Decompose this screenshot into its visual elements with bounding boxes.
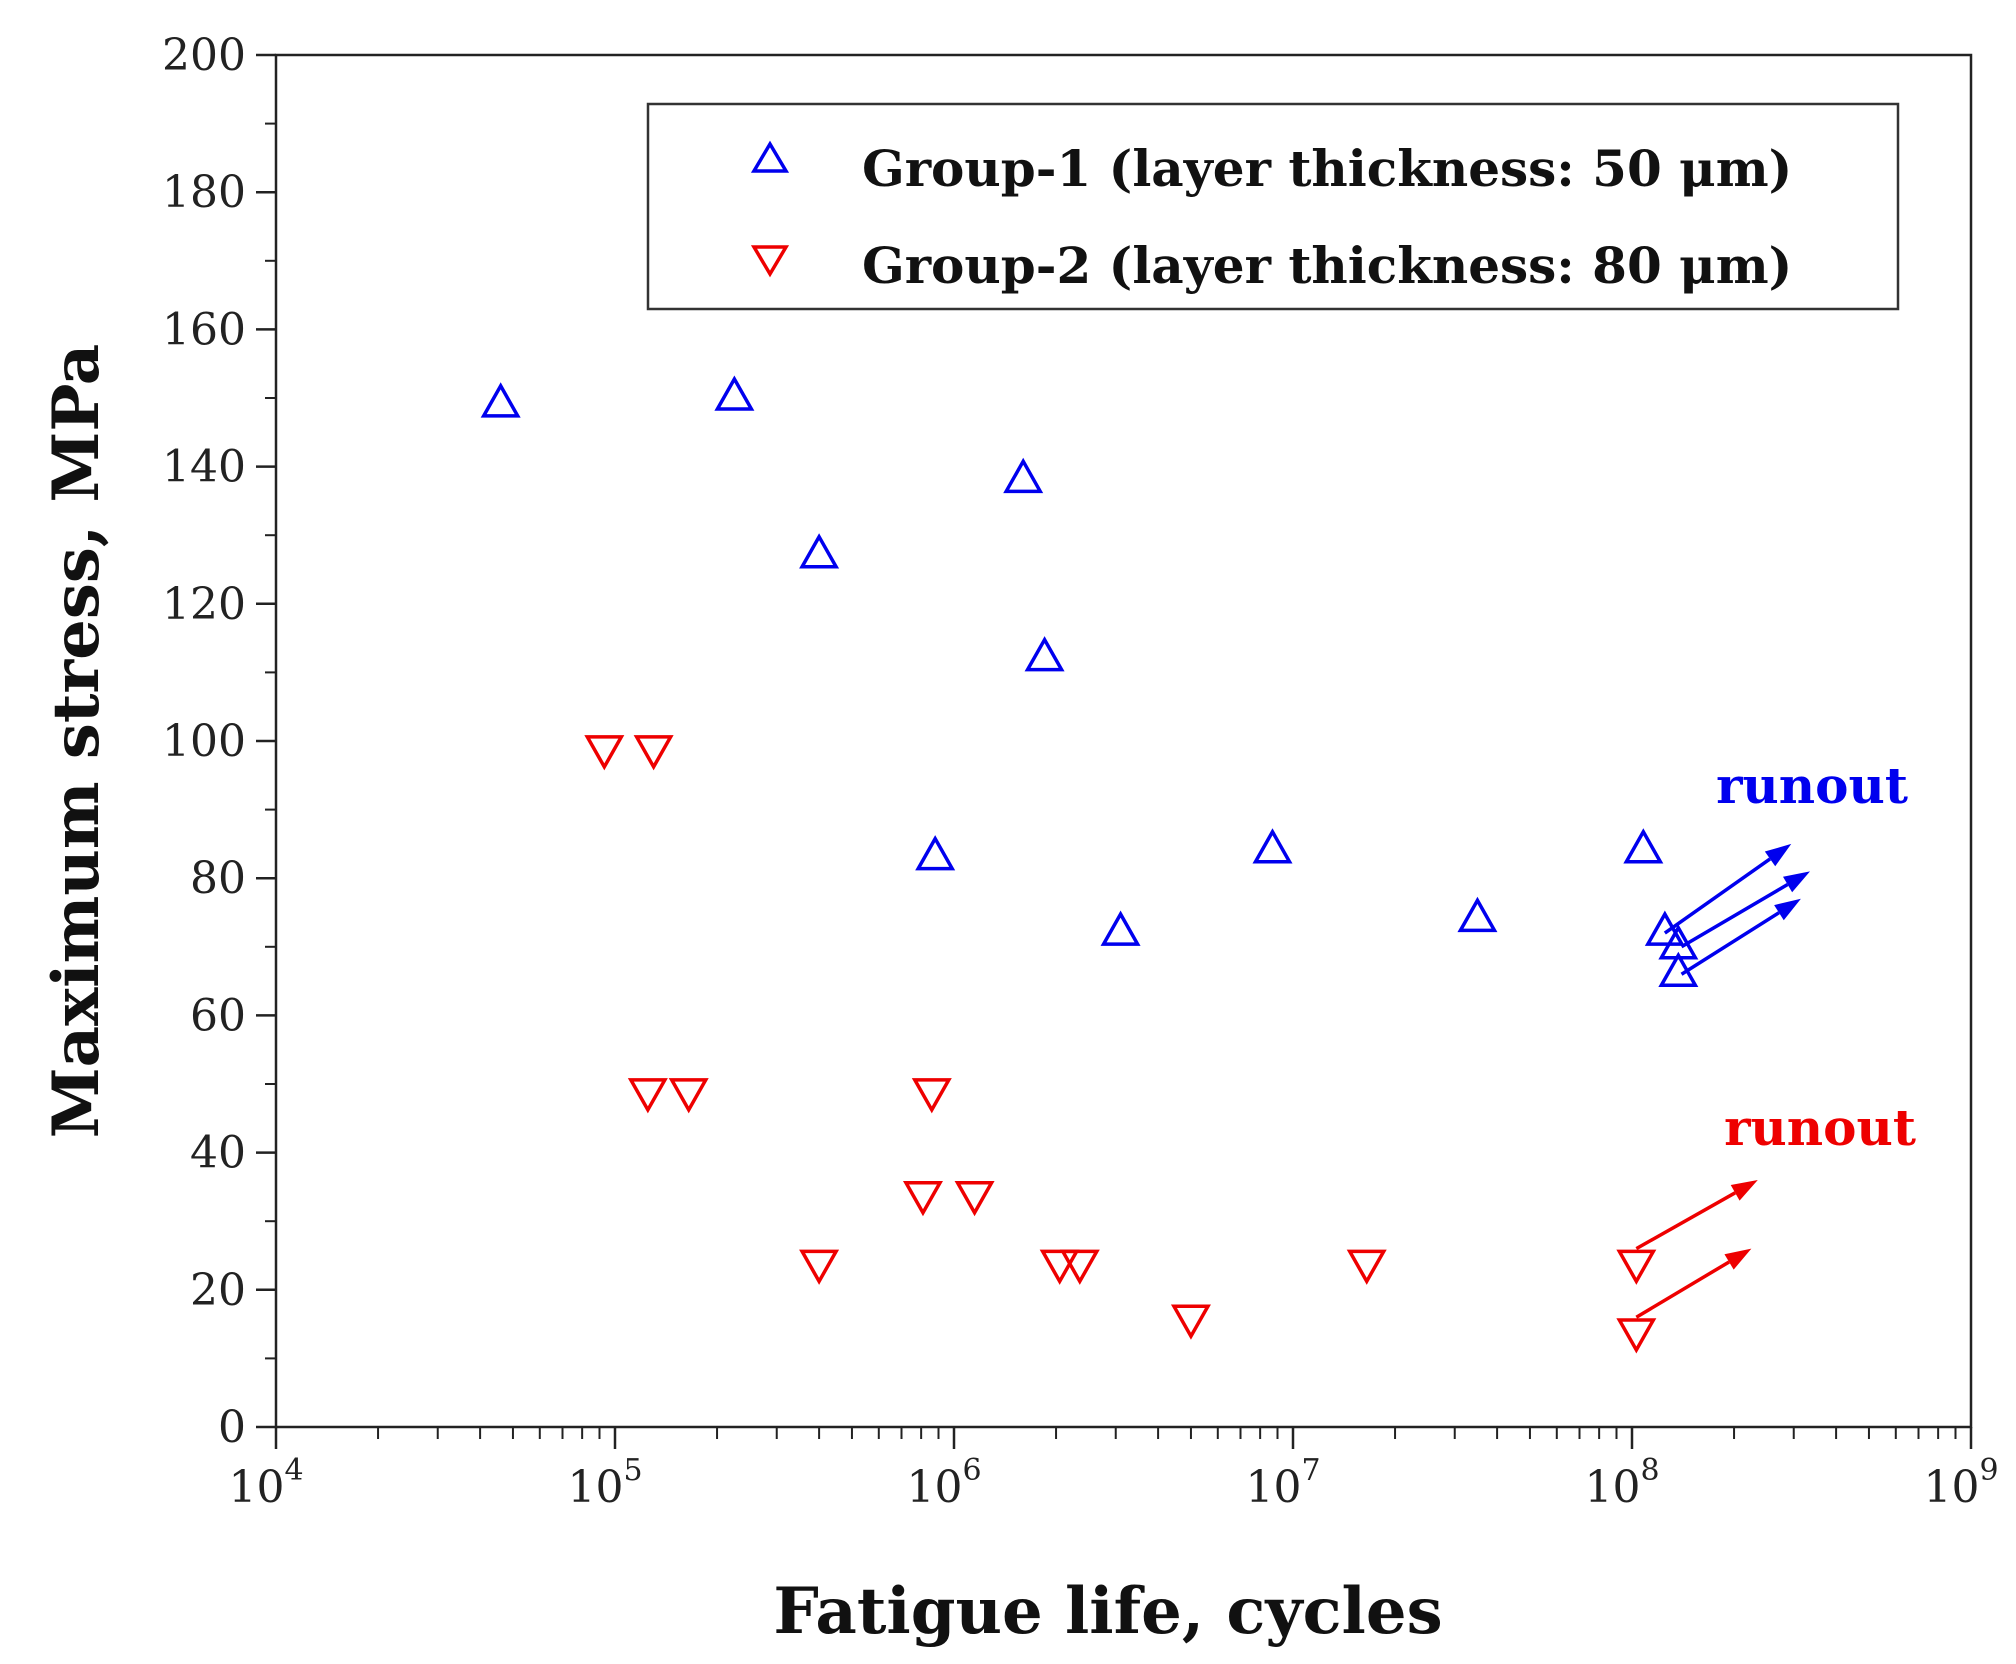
runout-arrow-shaft — [1635, 1191, 1737, 1251]
runout-arrow-head — [1764, 843, 1792, 867]
runout-label-blue: runout — [1716, 756, 1908, 815]
group-2-point — [902, 1181, 943, 1217]
group-1-point — [1252, 828, 1293, 864]
group-1-point — [915, 835, 956, 871]
y-tick-label: 60 — [190, 990, 246, 1041]
runout-arrow-head — [1724, 1248, 1752, 1270]
legend-triangle-up-icon — [750, 140, 790, 173]
group-2-point — [1170, 1304, 1211, 1340]
x-axis: 104 105 106 107 108 109 — [228, 1427, 1999, 1513]
y-axis: 0 20 40 60 80 100 120 140 160 180 200 — [162, 30, 276, 1453]
x-axis-title: Fatigue life, cycles — [773, 1574, 1442, 1649]
group-1-point — [1623, 828, 1664, 864]
group-2-point — [668, 1078, 709, 1114]
y-tick-label: 140 — [162, 442, 246, 493]
group-2-point — [911, 1078, 952, 1114]
group-2-point — [1616, 1249, 1657, 1285]
y-tick-label: 20 — [190, 1265, 246, 1316]
legend-triangle-down-icon — [750, 245, 790, 278]
y-tick-label: 100 — [162, 716, 246, 767]
group-1-point — [714, 375, 755, 411]
x-tick-label: 104 — [228, 1453, 303, 1513]
runout-arrow-head — [1730, 1180, 1758, 1201]
group-2-point — [799, 1249, 840, 1285]
runout-label-red: runout — [1724, 1098, 1916, 1157]
group-2-point — [1616, 1318, 1657, 1354]
runout-arrow-shaft — [1635, 1260, 1730, 1319]
legend-label-group-1: Group-1 (layer thickness: 50 μm) — [862, 139, 1792, 198]
group-1-point — [1024, 636, 1065, 672]
group-1-point — [799, 533, 840, 569]
x-tick-label: 109 — [1923, 1453, 1998, 1513]
y-tick-label: 120 — [162, 579, 246, 630]
group-2-point — [1346, 1249, 1387, 1285]
y-tick-label: 80 — [190, 853, 246, 904]
y-tick-label: 180 — [162, 167, 246, 218]
y-tick-label: 200 — [162, 30, 246, 81]
y-tick-label: 40 — [190, 1128, 246, 1179]
annotation-layer: runout runout — [1635, 756, 1916, 1319]
group-2-point — [1039, 1249, 1080, 1285]
x-tick-label: 107 — [1245, 1453, 1320, 1513]
legend-box — [646, 102, 1900, 311]
runout-arrow-shaft — [1680, 911, 1780, 976]
runout-arrow-shaft — [1663, 857, 1772, 935]
runout-arrow-head — [1774, 898, 1801, 921]
runout-arrow-shaft — [1680, 883, 1789, 949]
group-2-point — [584, 735, 625, 771]
group-1-point — [1100, 910, 1141, 946]
y-tick-label: 0 — [218, 1402, 246, 1453]
group-1-point — [1457, 896, 1498, 933]
x-tick-label: 106 — [906, 1453, 981, 1513]
y-axis-title: Maximum stress, MPa — [39, 344, 114, 1138]
group-2-point — [1059, 1249, 1100, 1285]
group-2-point — [954, 1181, 995, 1217]
x-tick-label: 108 — [1584, 1453, 1659, 1513]
group-2-point — [627, 1078, 668, 1114]
group-1-point — [480, 382, 521, 418]
legend-label-group-2: Group-2 (layer thickness: 80 μm) — [862, 236, 1792, 295]
group-1-point — [1003, 457, 1044, 494]
group-2-point — [633, 735, 674, 771]
y-tick-label: 160 — [162, 304, 246, 355]
x-tick-label: 105 — [567, 1453, 642, 1513]
runout-arrow-head — [1783, 871, 1810, 893]
legend: Group-1 (layer thickness: 50 μm) Group-2… — [646, 102, 1900, 311]
